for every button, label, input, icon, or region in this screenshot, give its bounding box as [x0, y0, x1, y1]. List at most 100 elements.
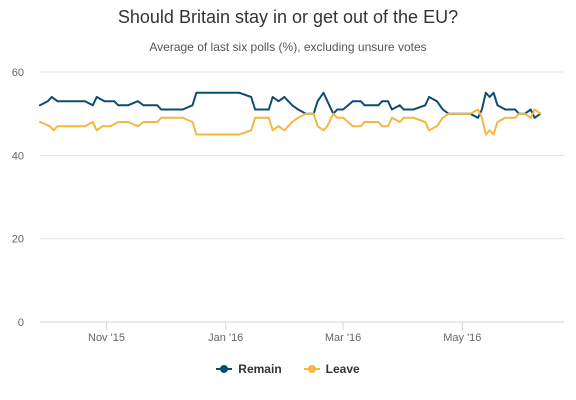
data-point-leave-17 [191, 121, 194, 123]
data-point-leave-11 [127, 121, 129, 123]
data-point-remain-11 [127, 104, 129, 107]
data-point-leave-22 [254, 116, 256, 119]
data-point-leave-39 [363, 121, 366, 123]
legend-dot-remain [220, 365, 229, 373]
data-point-leave-56 [484, 133, 487, 136]
series-line-leave [39, 108, 542, 136]
data-point-leave-25 [277, 125, 280, 128]
data-point-leave-60 [504, 116, 507, 119]
data-point-leave-36 [342, 116, 344, 119]
data-point-leave-10 [117, 121, 120, 123]
legend-item-remain[interactable]: Remain [216, 362, 282, 376]
data-point-leave-50 [441, 116, 444, 119]
data-point-leave-54 [477, 108, 479, 111]
data-point-leave-64 [529, 116, 532, 119]
data-point-remain-13 [142, 104, 145, 107]
y-tick-label-60: 60 [12, 67, 24, 79]
data-point-leave-20 [238, 133, 241, 136]
data-point-leave-65 [533, 108, 536, 111]
data-point-remain-12 [136, 100, 139, 103]
data-point-remain-18 [195, 91, 198, 94]
data-point-remain-27 [291, 104, 294, 107]
data-point-remain-65 [533, 116, 536, 119]
x-tick-label-3: May '16 [443, 332, 481, 344]
data-point-remain-48 [428, 96, 430, 98]
x-axis: Nov '15 Jan '16 Mar '16 May '16 [88, 322, 481, 344]
data-point-leave-29 [305, 112, 307, 115]
legend: Remain Leave [0, 362, 576, 376]
data-point-remain-24 [271, 96, 274, 98]
data-point-remain-9 [113, 100, 116, 103]
data-point-leave-2 [52, 129, 55, 132]
data-point-leave-59 [496, 121, 499, 123]
data-point-remain-16 [181, 108, 184, 111]
data-point-remain-23 [267, 108, 270, 111]
data-point-leave-61 [514, 116, 516, 119]
data-point-remain-0 [39, 104, 41, 107]
data-point-remain-20 [238, 91, 241, 94]
legend-item-leave[interactable]: Leave [303, 362, 360, 376]
data-point-leave-34 [332, 112, 335, 115]
data-point-leave-16 [181, 116, 184, 119]
data-point-leave-0 [39, 121, 41, 123]
data-point-leave-43 [391, 116, 393, 119]
data-point-leave-58 [492, 133, 495, 136]
data-point-leave-27 [291, 121, 294, 123]
data-point-leave-66 [539, 112, 542, 115]
y-tick-label-40: 40 [12, 150, 24, 162]
x-tick-label-2: Mar '16 [325, 332, 361, 344]
data-point-leave-4 [70, 125, 73, 128]
data-point-remain-59 [496, 104, 499, 107]
data-point-remain-60 [504, 108, 507, 111]
data-point-leave-35 [336, 116, 339, 119]
data-point-leave-31 [316, 125, 319, 128]
data-point-remain-49 [436, 100, 438, 103]
data-point-leave-42 [387, 125, 389, 128]
data-point-leave-13 [142, 121, 145, 123]
chart-title: Should Britain stay in or get out of the… [117, 7, 459, 27]
data-point-leave-62 [518, 112, 520, 115]
data-point-remain-10 [117, 104, 120, 107]
series-leave [39, 108, 542, 136]
data-point-leave-48 [428, 129, 430, 132]
data-point-remain-17 [191, 104, 194, 107]
data-point-remain-39 [363, 104, 366, 107]
data-point-leave-45 [402, 116, 405, 119]
data-point-remain-2 [50, 96, 53, 98]
data-point-remain-32 [322, 91, 325, 94]
data-point-leave-8 [101, 125, 104, 128]
data-point-remain-8 [103, 100, 106, 103]
data-point-remain-7 [95, 96, 98, 98]
data-point-leave-55 [481, 116, 483, 119]
data-point-leave-7 [95, 129, 98, 132]
data-point-remain-28 [297, 108, 299, 111]
data-point-leave-33 [326, 125, 329, 128]
data-point-leave-18 [195, 133, 198, 136]
legend-label-leave: Leave [325, 362, 360, 376]
data-point-leave-15 [160, 116, 163, 119]
data-point-remain-14 [156, 104, 159, 107]
data-point-leave-52 [459, 112, 462, 115]
data-point-remain-6 [91, 104, 94, 107]
data-point-remain-22 [254, 108, 256, 111]
grid-lines [40, 71, 564, 323]
data-point-remain-37 [351, 100, 354, 103]
y-tick-label-20: 20 [12, 234, 24, 246]
data-point-remain-4 [70, 100, 73, 103]
legend-marker-leave [303, 364, 320, 374]
data-point-remain-5 [84, 100, 86, 103]
data-point-remain-26 [283, 96, 286, 98]
data-point-leave-28 [297, 116, 299, 119]
data-point-remain-1 [46, 100, 49, 103]
data-point-remain-61 [514, 108, 516, 111]
data-point-leave-40 [377, 121, 380, 123]
legend-marker-remain [216, 364, 233, 374]
data-point-leave-38 [359, 125, 362, 128]
data-point-remain-35 [336, 108, 339, 111]
data-point-leave-24 [271, 129, 274, 132]
legend-dot-leave [307, 365, 316, 373]
data-point-leave-41 [381, 125, 384, 128]
data-point-remain-21 [250, 96, 253, 98]
x-tick-label-0: Nov '15 [88, 332, 125, 344]
